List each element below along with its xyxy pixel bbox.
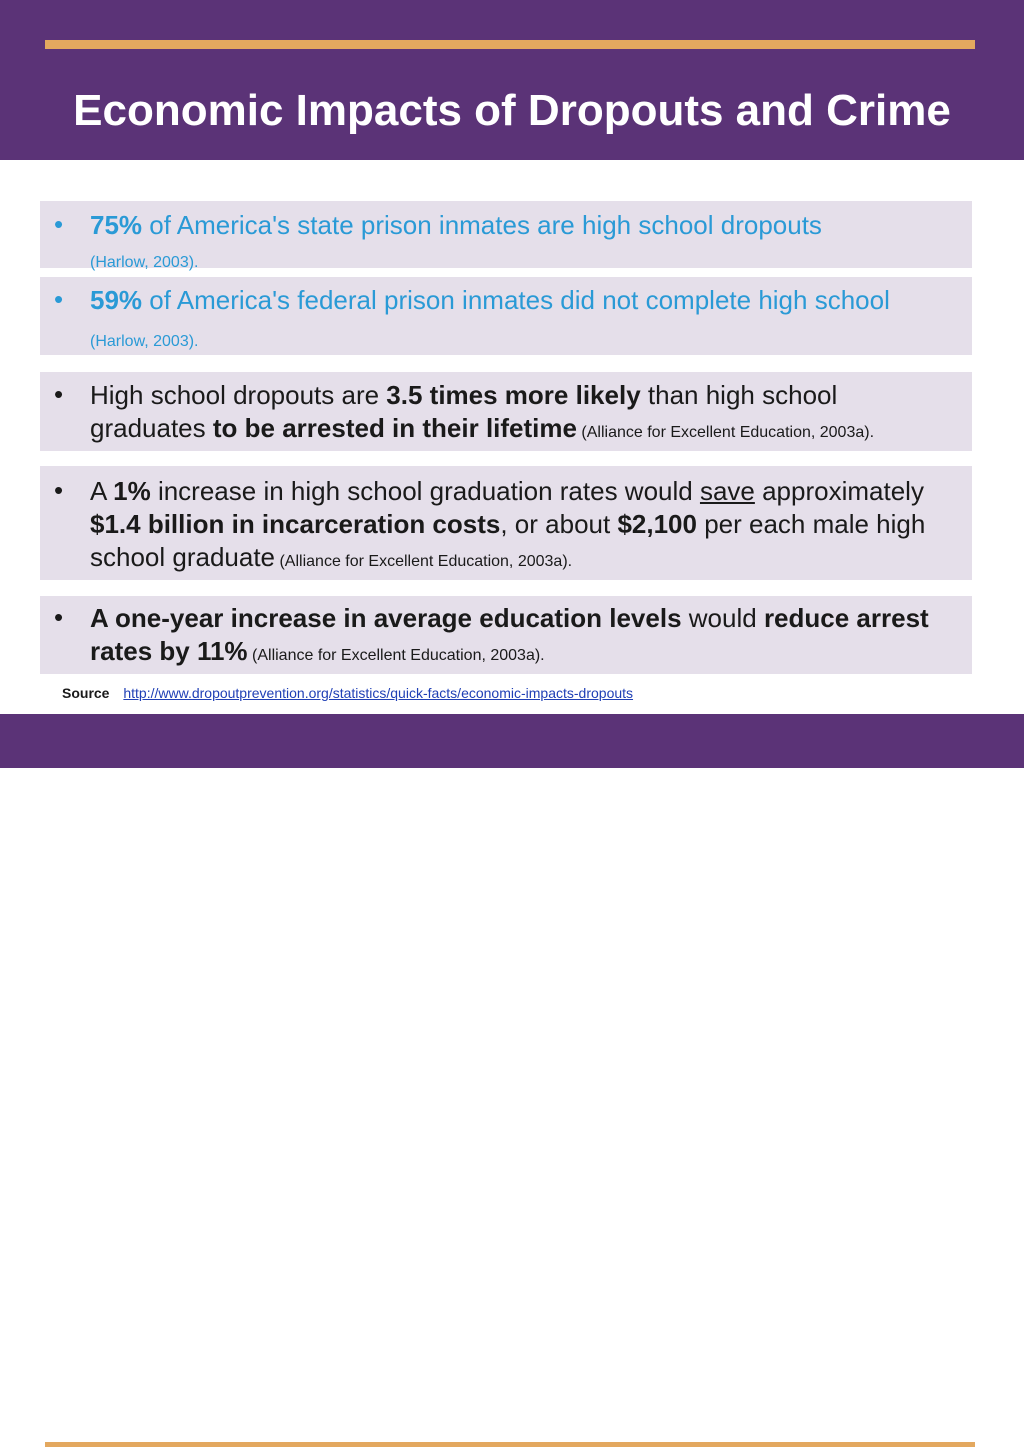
fact-body: than high school graduates [90, 380, 838, 443]
fact-text-4: A 1% increase in high school graduation … [90, 475, 952, 578]
fact-body: of America's federal prison inmates did … [142, 285, 890, 315]
header-accent-line [45, 40, 975, 49]
fact-body: would [681, 603, 764, 633]
fact-body: High school dropouts are [90, 380, 387, 410]
fact-emphasis: A one-year increase in average education… [90, 603, 682, 633]
fact-citation: (Harlow, 2003). [90, 254, 199, 271]
fact-stat: 75% [90, 210, 143, 240]
fact-citation: (Harlow, 2003). [90, 333, 199, 350]
fact-emphasis: 1% [113, 476, 151, 506]
slide-title: Economic Impacts of Dropouts and Crime [73, 86, 951, 135]
fact-body: approximately [754, 476, 924, 506]
fact-text-5: A one-year increase in average education… [90, 602, 952, 672]
fact-emphasis: $2,100 [617, 509, 697, 539]
bullet-marker: • [54, 475, 64, 505]
fact-underlined: save [699, 476, 755, 506]
footer-band [0, 714, 1024, 1447]
fact-stat: 59% [90, 285, 143, 315]
fact-citation: (Alliance for Excellent Education, 2003a… [247, 647, 545, 664]
fact-text-2: 59% of America's federal prison inmates … [90, 284, 952, 358]
fact-body: , or about [500, 509, 618, 539]
source-label: Source [62, 685, 110, 701]
bullet-marker: • [54, 209, 64, 239]
fact-emphasis: reduce arrest rates by 11% [90, 603, 929, 666]
bullet-marker: • [54, 379, 64, 409]
source-link[interactable]: http://www.dropoutprevention.org/statist… [123, 685, 634, 701]
fact-box-1: • 75% of America's state prison inmates … [40, 201, 972, 271]
fact-emphasis: 3.5 times more likely [386, 380, 641, 410]
bullet-marker: • [54, 284, 64, 314]
header-band: Economic Impacts of Dropouts and Crime [0, 0, 1024, 160]
fact-box-5: • A one-year increase in average educati… [40, 596, 972, 674]
fact-body: A [90, 476, 114, 506]
fact-text-3: High school dropouts are 3.5 times more … [90, 379, 952, 449]
fact-text-1: 75% of America's state prison inmates ar… [90, 209, 952, 279]
footer-accent-line [45, 1442, 975, 1447]
source-line: Source http://www.dropoutprevention.org/… [62, 684, 633, 702]
fact-citation: (Alliance for Excellent Education, 2003a… [576, 424, 875, 441]
fact-citation: (Alliance for Excellent Education, 2003a… [275, 553, 573, 570]
fact-body: of America's state prison inmates are hi… [142, 210, 822, 240]
fact-box-2: • 59% of America's federal prison inmate… [40, 277, 972, 355]
fact-body: per each male high school graduate [90, 509, 926, 572]
fact-emphasis: to be arrested in their lifetime [212, 413, 577, 443]
fact-box-4: • A 1% increase in high school graduatio… [40, 466, 972, 580]
bullet-marker: • [54, 602, 64, 632]
fact-box-3: • High school dropouts are 3.5 times mor… [40, 372, 972, 451]
fact-emphasis: $1.4 billion in incarceration costs [90, 509, 501, 539]
fact-body: increase in high school graduation rates… [150, 476, 700, 506]
